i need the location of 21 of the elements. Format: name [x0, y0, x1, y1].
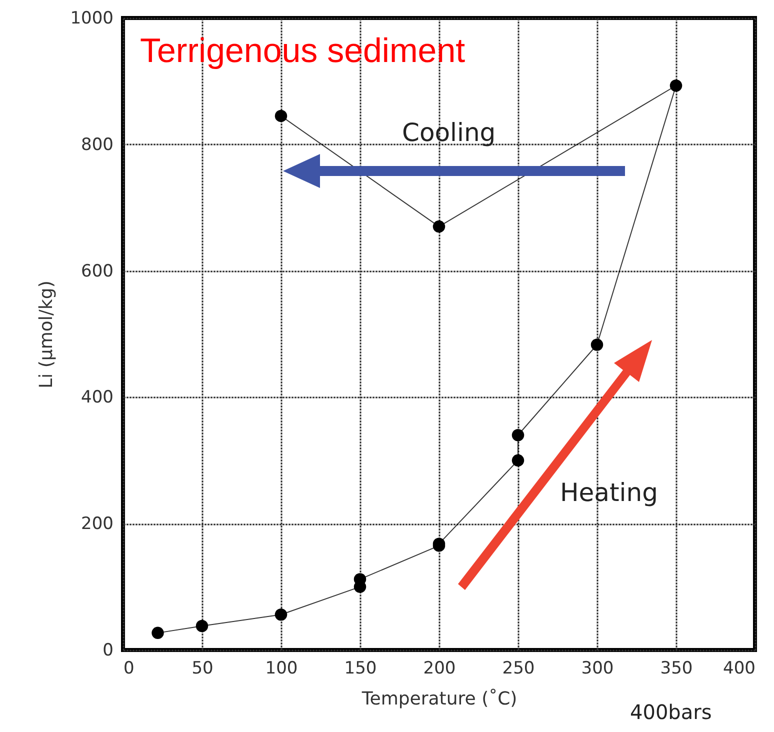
x-tick-label: 300: [581, 658, 614, 678]
x-tick-label: 100: [265, 658, 298, 678]
x-tick-label: 400: [723, 658, 756, 678]
y-tick-label: 1000: [70, 8, 114, 28]
x-tick-label: 200: [423, 658, 456, 678]
y-tick-label: 200: [81, 514, 114, 534]
x-axis-title: Temperature (˚C): [360, 688, 518, 710]
x-tick-label: 0: [124, 658, 134, 678]
annotation: Cooling: [402, 118, 496, 147]
y-axis-title: Li (μmol/kg): [36, 280, 58, 388]
x-tick-label: 250: [502, 658, 535, 678]
y-tick-label: 400: [81, 388, 114, 408]
annotation: Terrigenous sediment: [140, 32, 466, 71]
y-tick-label: 600: [81, 261, 114, 282]
annotation: Heating: [560, 478, 658, 507]
x-tick-label: 350: [660, 658, 693, 678]
y-tick-label: 800: [81, 134, 114, 155]
y-tick-label: 0: [102, 640, 114, 660]
x-tick-label: 50: [192, 658, 214, 678]
x-tick-label: 150: [344, 658, 377, 678]
text: 400bars: [630, 700, 712, 724]
